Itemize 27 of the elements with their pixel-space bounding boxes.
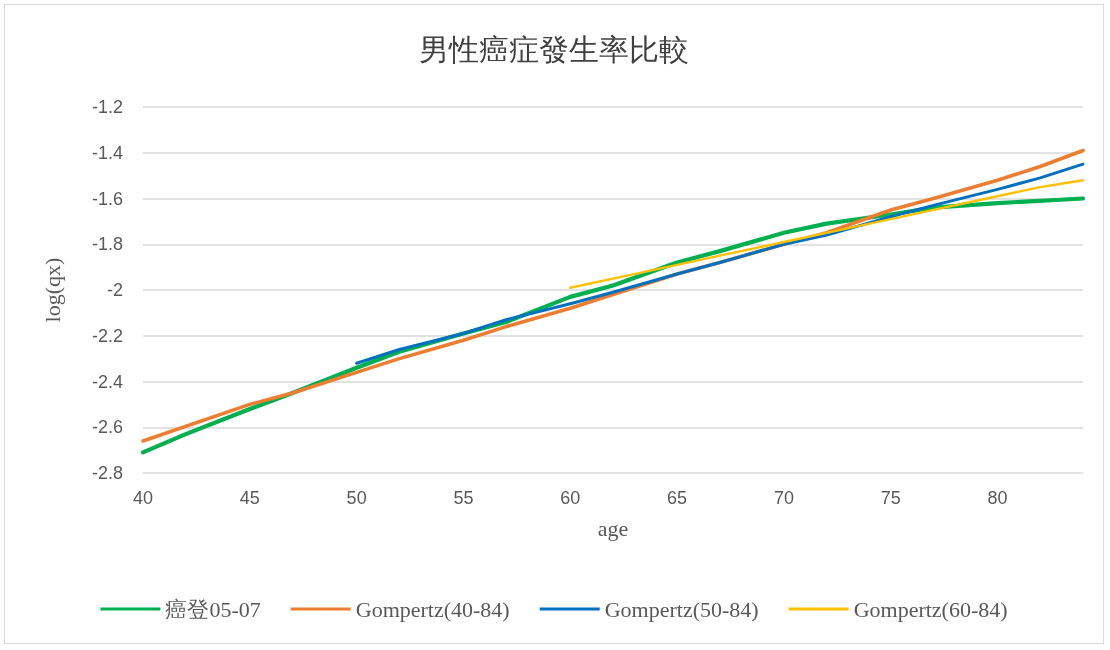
chart-title: 男性癌症發生率比較 — [419, 32, 689, 66]
y-tick-label: -1.6 — [91, 188, 123, 209]
y-tick-label: -2 — [106, 280, 123, 300]
legend-label: Gompertz(50-84) — [604, 596, 759, 622]
legend-label: Gompertz(60-84) — [853, 596, 1008, 622]
y-axis-title: log(qx) — [39, 257, 65, 323]
x-tick-label: 80 — [987, 488, 1008, 508]
x-tick-label: 70 — [773, 488, 794, 508]
y-tick-label: -1.8 — [91, 234, 123, 255]
line-series — [569, 179, 1085, 289]
y-tick-label: -2.8 — [91, 463, 123, 483]
y-tick-label: -2.4 — [91, 371, 123, 392]
y-tick-label: -2.2 — [91, 325, 123, 346]
y-tick-label: -1.2 — [91, 97, 123, 117]
x-tick-label: 50 — [346, 488, 367, 508]
y-tick-label: -2.6 — [91, 417, 123, 438]
x-tick-label: 55 — [453, 488, 474, 508]
y-tick-label: -1.4 — [91, 142, 123, 163]
x-tick-label: 45 — [239, 488, 260, 508]
line-series — [355, 162, 1085, 365]
x-tick-label: 40 — [132, 488, 154, 508]
x-tick-label: 75 — [880, 488, 901, 508]
x-axis-title: age — [597, 515, 629, 541]
x-tick-label: 65 — [667, 488, 688, 508]
x-tick-label: 60 — [560, 488, 581, 508]
legend-label: 癌登05-07 — [165, 596, 261, 622]
legend-label: Gompertz(40-84) — [355, 596, 510, 622]
